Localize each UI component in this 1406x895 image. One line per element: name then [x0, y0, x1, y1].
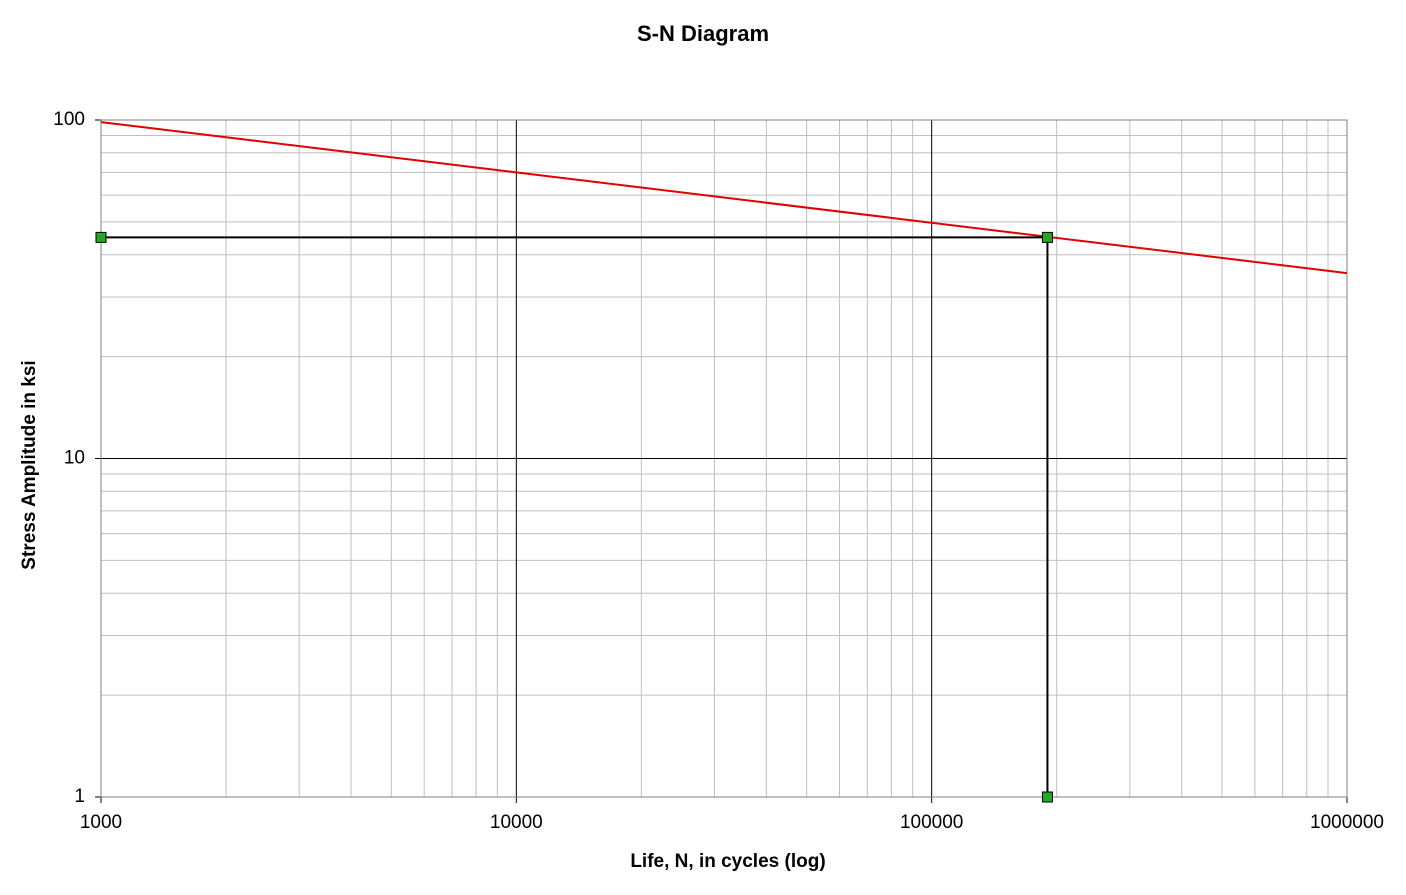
marker	[95, 231, 107, 243]
x-axis-label: Life, N, in cycles (log)	[630, 851, 825, 872]
chart-title: S-N Diagram	[637, 21, 769, 46]
x-tick-label: 10000	[490, 812, 543, 833]
marker	[1041, 791, 1053, 803]
plot-border	[100, 119, 1348, 798]
y-axis-label: Stress Amplitude in ksi	[19, 360, 40, 569]
x-tick-label: 1000	[80, 812, 122, 833]
x-tick-label: 100000	[900, 812, 963, 833]
marker	[1041, 231, 1053, 243]
y-tick-label: 10	[64, 448, 85, 469]
series-line	[100, 121, 1348, 275]
y-tick-label: 1	[74, 786, 85, 807]
y-tick-label: 100	[53, 109, 85, 130]
x-tick-label: 1000000	[1310, 812, 1384, 833]
